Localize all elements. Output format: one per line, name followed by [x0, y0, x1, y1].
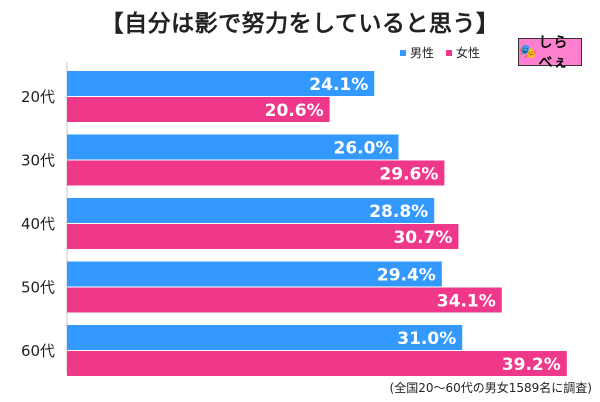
category-label: 20代 — [21, 88, 55, 106]
bar-female — [67, 287, 502, 313]
legend-swatch-male — [400, 49, 406, 56]
bar-male — [67, 325, 463, 350]
chart-title: 【自分は影で努力をしていると思う】 — [100, 11, 500, 37]
data-label: 20.6% — [265, 101, 324, 121]
data-label: 39.2% — [502, 355, 561, 375]
legend: 男性 女性 — [400, 44, 492, 61]
footnote: (全国20〜60代の男女1589名に調査) — [389, 381, 592, 395]
data-label: 29.4% — [377, 266, 436, 286]
data-label: 29.6% — [379, 165, 438, 185]
bar-male — [67, 134, 399, 160]
legend-label-female: 女性 — [456, 46, 481, 60]
data-label: 31.0% — [397, 329, 456, 349]
bar-male — [67, 198, 435, 223]
category-label: 60代 — [21, 342, 55, 360]
brand-mark-icon: 🎭 — [519, 44, 537, 60]
data-label: 34.1% — [437, 292, 496, 312]
brand-name: しらべぇ — [538, 35, 569, 71]
brand-logo: 🎭 しらべぇ — [518, 35, 582, 71]
legend-item-male: 男性 — [400, 44, 434, 61]
category-label: 50代 — [21, 279, 55, 297]
legend-swatch-female — [446, 49, 453, 56]
bar-male — [67, 71, 375, 96]
bar-female — [67, 224, 459, 249]
category-label: 30代 — [21, 152, 55, 170]
bar-male — [67, 261, 442, 287]
data-label: 24.1% — [309, 75, 368, 95]
bar-female — [67, 160, 445, 186]
legend-item-female: 女性 — [446, 44, 480, 61]
category-label: 40代 — [21, 215, 55, 233]
legend-label-male: 男性 — [410, 46, 435, 60]
data-label: 28.8% — [369, 202, 428, 222]
data-label: 30.7% — [393, 228, 452, 248]
bar-female — [67, 97, 330, 122]
data-label: 26.0% — [334, 139, 393, 159]
bar-female — [67, 351, 567, 376]
